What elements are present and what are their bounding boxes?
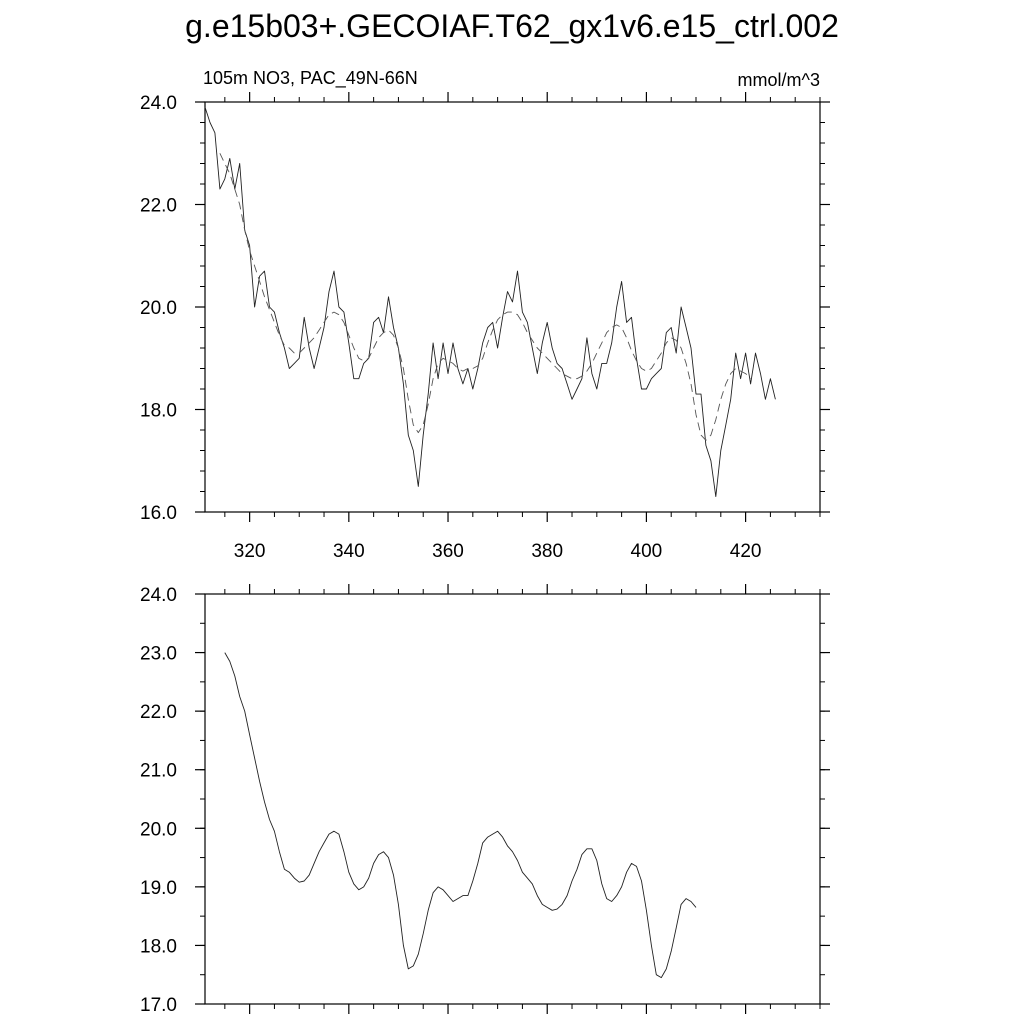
y-tick-label: 21.0 [140, 761, 177, 782]
x-tick-label: 340 [333, 541, 365, 562]
series-line [224, 652, 697, 979]
y-tick-label: 24.0 [140, 93, 177, 114]
y-tick-label: 24.0 [140, 585, 177, 606]
x-tick-label: 380 [531, 541, 563, 562]
x-tick-label: 420 [730, 541, 762, 562]
bottom-panel: 24.0 23.0 22.0 21.0 20.0 19.0 18.0 17.0 [140, 584, 830, 1016]
y-tick-label: 22.0 [140, 702, 177, 723]
top-panel: 24.0 22.0 20.0 18.0 16.0 320 340 360 380 400 420 10… [140, 68, 830, 562]
y-tick-label: 20.0 [140, 298, 177, 319]
x-tick-label: 320 [234, 541, 266, 562]
y-tick-label: 20.0 [140, 819, 177, 840]
y-tick-label: 22.0 [140, 196, 177, 217]
y-tick-label: 23.0 [140, 644, 177, 665]
panel-units-label: mmol/m^3 [738, 70, 820, 90]
y-tick-label: 17.0 [140, 995, 177, 1016]
y-tick-label: 18.0 [140, 401, 177, 422]
x-tick-label: 400 [631, 541, 663, 562]
chart-title: g.e15b03+.GECOIAF.T62_gx1v6.e15_ctrl.002 [185, 8, 839, 44]
x-tick-label: 360 [432, 541, 464, 562]
smoothed-series-line [219, 153, 751, 441]
series-line [204, 106, 776, 498]
plot-frame [204, 101, 821, 513]
panel-left-label: 105m NO3, PAC_49N-66N [203, 68, 418, 89]
plot-frame [204, 593, 821, 1005]
y-tick-label: 19.0 [140, 878, 177, 899]
y-tick-label: 18.0 [140, 936, 177, 957]
y-tick-label: 16.0 [140, 503, 177, 524]
